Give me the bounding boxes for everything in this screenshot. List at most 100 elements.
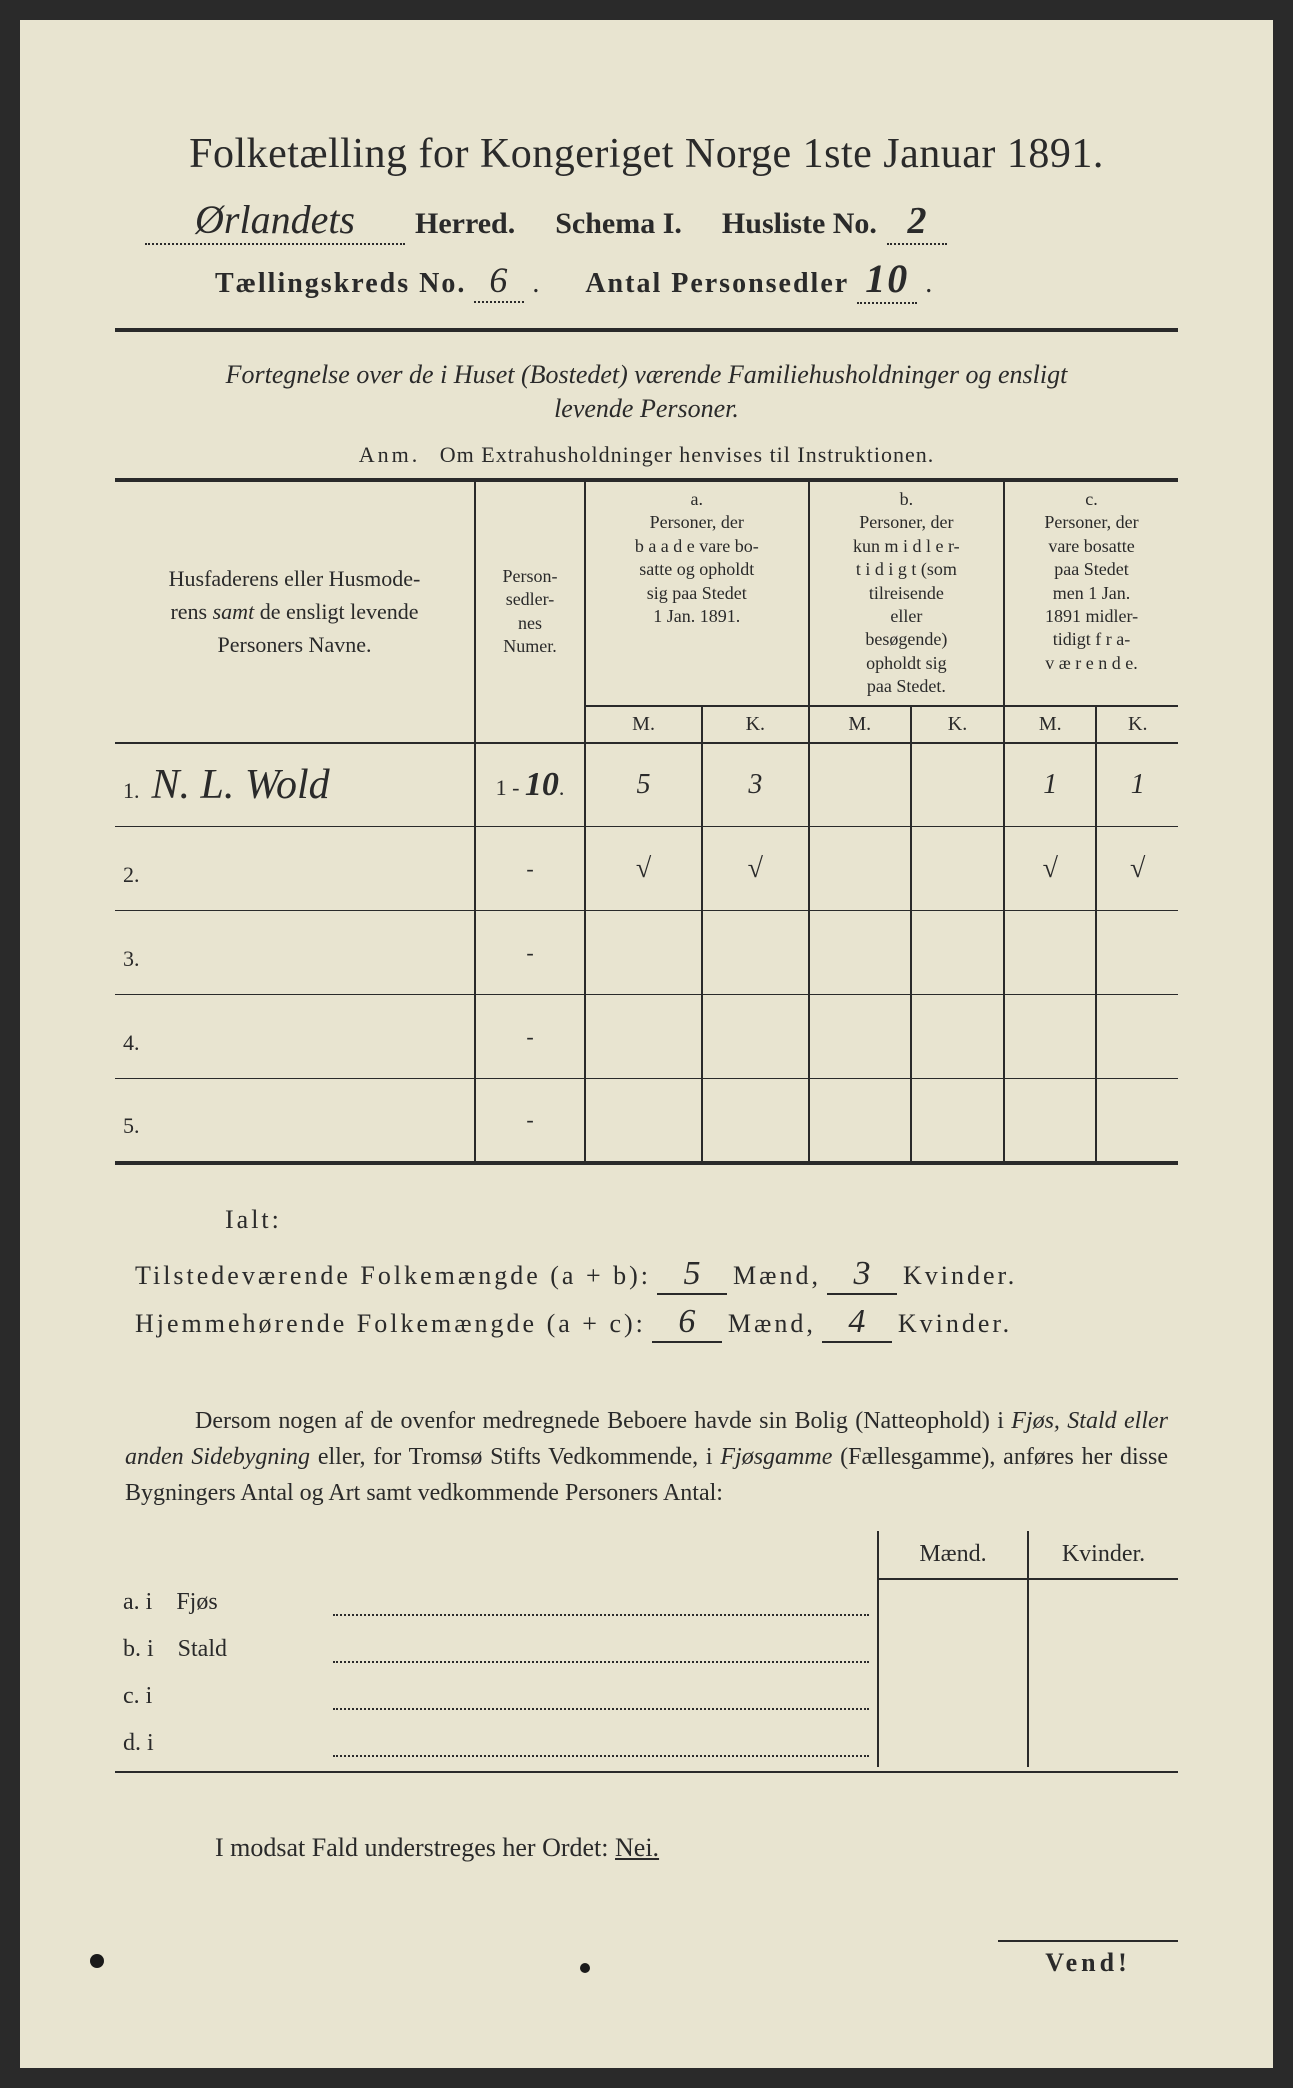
anm-prefix: Anm. bbox=[359, 442, 421, 467]
th-col-a: a. Personer, derb a a d e vare bo-satte … bbox=[585, 480, 809, 706]
dw-dots bbox=[325, 1626, 878, 1673]
dwelling-row: d. i bbox=[115, 1720, 1178, 1767]
subtitle-line1: Fortegnelse over de i Huset (Bostedet) v… bbox=[115, 360, 1178, 390]
punch-hole bbox=[90, 1954, 104, 1968]
cell-c-k bbox=[1096, 995, 1178, 1079]
maend-label: Mænd, bbox=[733, 1261, 821, 1291]
th-a-k: K. bbox=[702, 706, 808, 743]
th-a-letter: a. bbox=[691, 489, 704, 509]
totals2-k: 4 bbox=[822, 1303, 892, 1343]
th-col-c: c. Personer, dervare bosattepaa Stedetme… bbox=[1004, 480, 1178, 706]
th-col-b: b. Personer, derkun m i d l e r-t i d i … bbox=[809, 480, 1005, 706]
census-form-page: Folketælling for Kongeriget Norge 1ste J… bbox=[20, 20, 1273, 2068]
punch-hole bbox=[580, 1963, 590, 1973]
th-c-k: K. bbox=[1096, 706, 1178, 743]
header-row-herred: Ørlandets Herred. Schema I. Husliste No.… bbox=[115, 196, 1178, 245]
dw-label: a. i Fjøs bbox=[115, 1579, 325, 1626]
cell-c-m bbox=[1004, 1079, 1096, 1163]
herred-label: Herred. bbox=[415, 207, 515, 241]
anm-text: Om Extrahusholdninger henvises til Instr… bbox=[440, 442, 934, 467]
cell-a-k: √ bbox=[702, 827, 808, 911]
cell-name: 2. bbox=[115, 827, 475, 911]
household-table: Husfaderens eller Husmode-rens samt de e… bbox=[115, 478, 1178, 1165]
table-row: 2.-√√√√ bbox=[115, 827, 1178, 911]
totals1-k: 3 bbox=[827, 1255, 897, 1295]
dwelling-row: b. i Stald bbox=[115, 1626, 1178, 1673]
cell-c-k bbox=[1096, 1079, 1178, 1163]
dw-m bbox=[878, 1626, 1028, 1673]
cell-b-m bbox=[809, 995, 911, 1079]
cell-b-m bbox=[809, 1079, 911, 1163]
cell-name: 3. bbox=[115, 911, 475, 995]
totals1-m: 5 bbox=[657, 1255, 727, 1295]
schema-label: Schema I. bbox=[555, 207, 682, 241]
cell-b-m bbox=[809, 911, 911, 995]
cell-num: - bbox=[475, 827, 585, 911]
subtitle-line2: levende Personer. bbox=[115, 394, 1178, 424]
cell-c-m: 1 bbox=[1004, 743, 1096, 827]
table-row: 4.- bbox=[115, 995, 1178, 1079]
dw-dots bbox=[325, 1579, 878, 1626]
th-b-letter: b. bbox=[900, 489, 914, 509]
anm-note: Anm. Om Extrahusholdninger henvises til … bbox=[115, 442, 1178, 468]
th-num: Person-sedler-nesNumer. bbox=[475, 480, 585, 743]
kvinder-label-2: Kvinder. bbox=[898, 1309, 1012, 1339]
dw-label: d. i bbox=[115, 1720, 325, 1767]
husliste-label: Husliste No. bbox=[722, 207, 877, 241]
personsedler-label: Antal Personsedler bbox=[585, 268, 849, 300]
cell-name: 1.N. L. Wold bbox=[115, 743, 475, 827]
kvinder-label: Kvinder. bbox=[903, 1261, 1017, 1291]
totals2-m: 6 bbox=[652, 1303, 722, 1343]
page-title: Folketælling for Kongeriget Norge 1ste J… bbox=[115, 130, 1178, 178]
dw-label: c. i bbox=[115, 1673, 325, 1720]
husliste-value: 2 bbox=[887, 199, 947, 245]
cell-b-k bbox=[911, 911, 1004, 995]
totals-line-2: Hjemmehørende Folkemængde (a + c): 6 Mæn… bbox=[135, 1303, 1178, 1343]
th-c-m: M. bbox=[1004, 706, 1096, 743]
dw-k bbox=[1028, 1579, 1178, 1626]
th-name: Husfaderens eller Husmode-rens samt de e… bbox=[115, 480, 475, 743]
table-row: 3.- bbox=[115, 911, 1178, 995]
cell-b-k bbox=[911, 1079, 1004, 1163]
cell-c-m bbox=[1004, 911, 1096, 995]
cell-c-k: 1 bbox=[1096, 743, 1178, 827]
nei-line: I modsat Fald understreges her Ordet: Ne… bbox=[215, 1833, 1178, 1863]
table-row: 5.- bbox=[115, 1079, 1178, 1163]
dw-k bbox=[1028, 1720, 1178, 1767]
dw-dots bbox=[325, 1673, 878, 1720]
cell-name: 5. bbox=[115, 1079, 475, 1163]
nei-word: Nei. bbox=[615, 1833, 659, 1862]
cell-a-k bbox=[702, 1079, 808, 1163]
dw-m bbox=[878, 1579, 1028, 1626]
herred-value: Ørlandets bbox=[145, 196, 405, 245]
cell-num: 1 - 10. bbox=[475, 743, 585, 827]
cell-c-k bbox=[1096, 911, 1178, 995]
personsedler-value: 10 bbox=[857, 255, 917, 304]
cell-a-m bbox=[585, 1079, 702, 1163]
cell-b-k bbox=[911, 743, 1004, 827]
dwelling-row: a. i Fjøs bbox=[115, 1579, 1178, 1626]
cell-a-k bbox=[702, 911, 808, 995]
cell-num: - bbox=[475, 1079, 585, 1163]
dw-m bbox=[878, 1673, 1028, 1720]
dwelling-paragraph: Dersom nogen af de ovenfor medregnede Be… bbox=[125, 1403, 1168, 1511]
dw-k bbox=[1028, 1673, 1178, 1720]
cell-a-m bbox=[585, 911, 702, 995]
cell-a-m bbox=[585, 995, 702, 1079]
dw-maend: Mænd. bbox=[878, 1531, 1028, 1579]
th-b-k: K. bbox=[911, 706, 1004, 743]
th-b-m: M. bbox=[809, 706, 911, 743]
nei-text: I modsat Fald understreges her Ordet: bbox=[215, 1833, 609, 1862]
rule-divider bbox=[115, 328, 1178, 332]
cell-num: - bbox=[475, 995, 585, 1079]
dwelling-table: Mænd. Kvinder. a. i Fjøsb. i Staldc. i d… bbox=[115, 1531, 1178, 1767]
th-a-m: M. bbox=[585, 706, 702, 743]
table-row: 1.N. L. Wold1 - 10.5311 bbox=[115, 743, 1178, 827]
cell-a-k bbox=[702, 995, 808, 1079]
dwelling-rule bbox=[115, 1771, 1178, 1773]
cell-c-m: √ bbox=[1004, 827, 1096, 911]
totals2-label: Hjemmehørende Folkemængde (a + c): bbox=[135, 1309, 646, 1339]
cell-a-m: 5 bbox=[585, 743, 702, 827]
dw-kvinder: Kvinder. bbox=[1028, 1531, 1178, 1579]
cell-name: 4. bbox=[115, 995, 475, 1079]
